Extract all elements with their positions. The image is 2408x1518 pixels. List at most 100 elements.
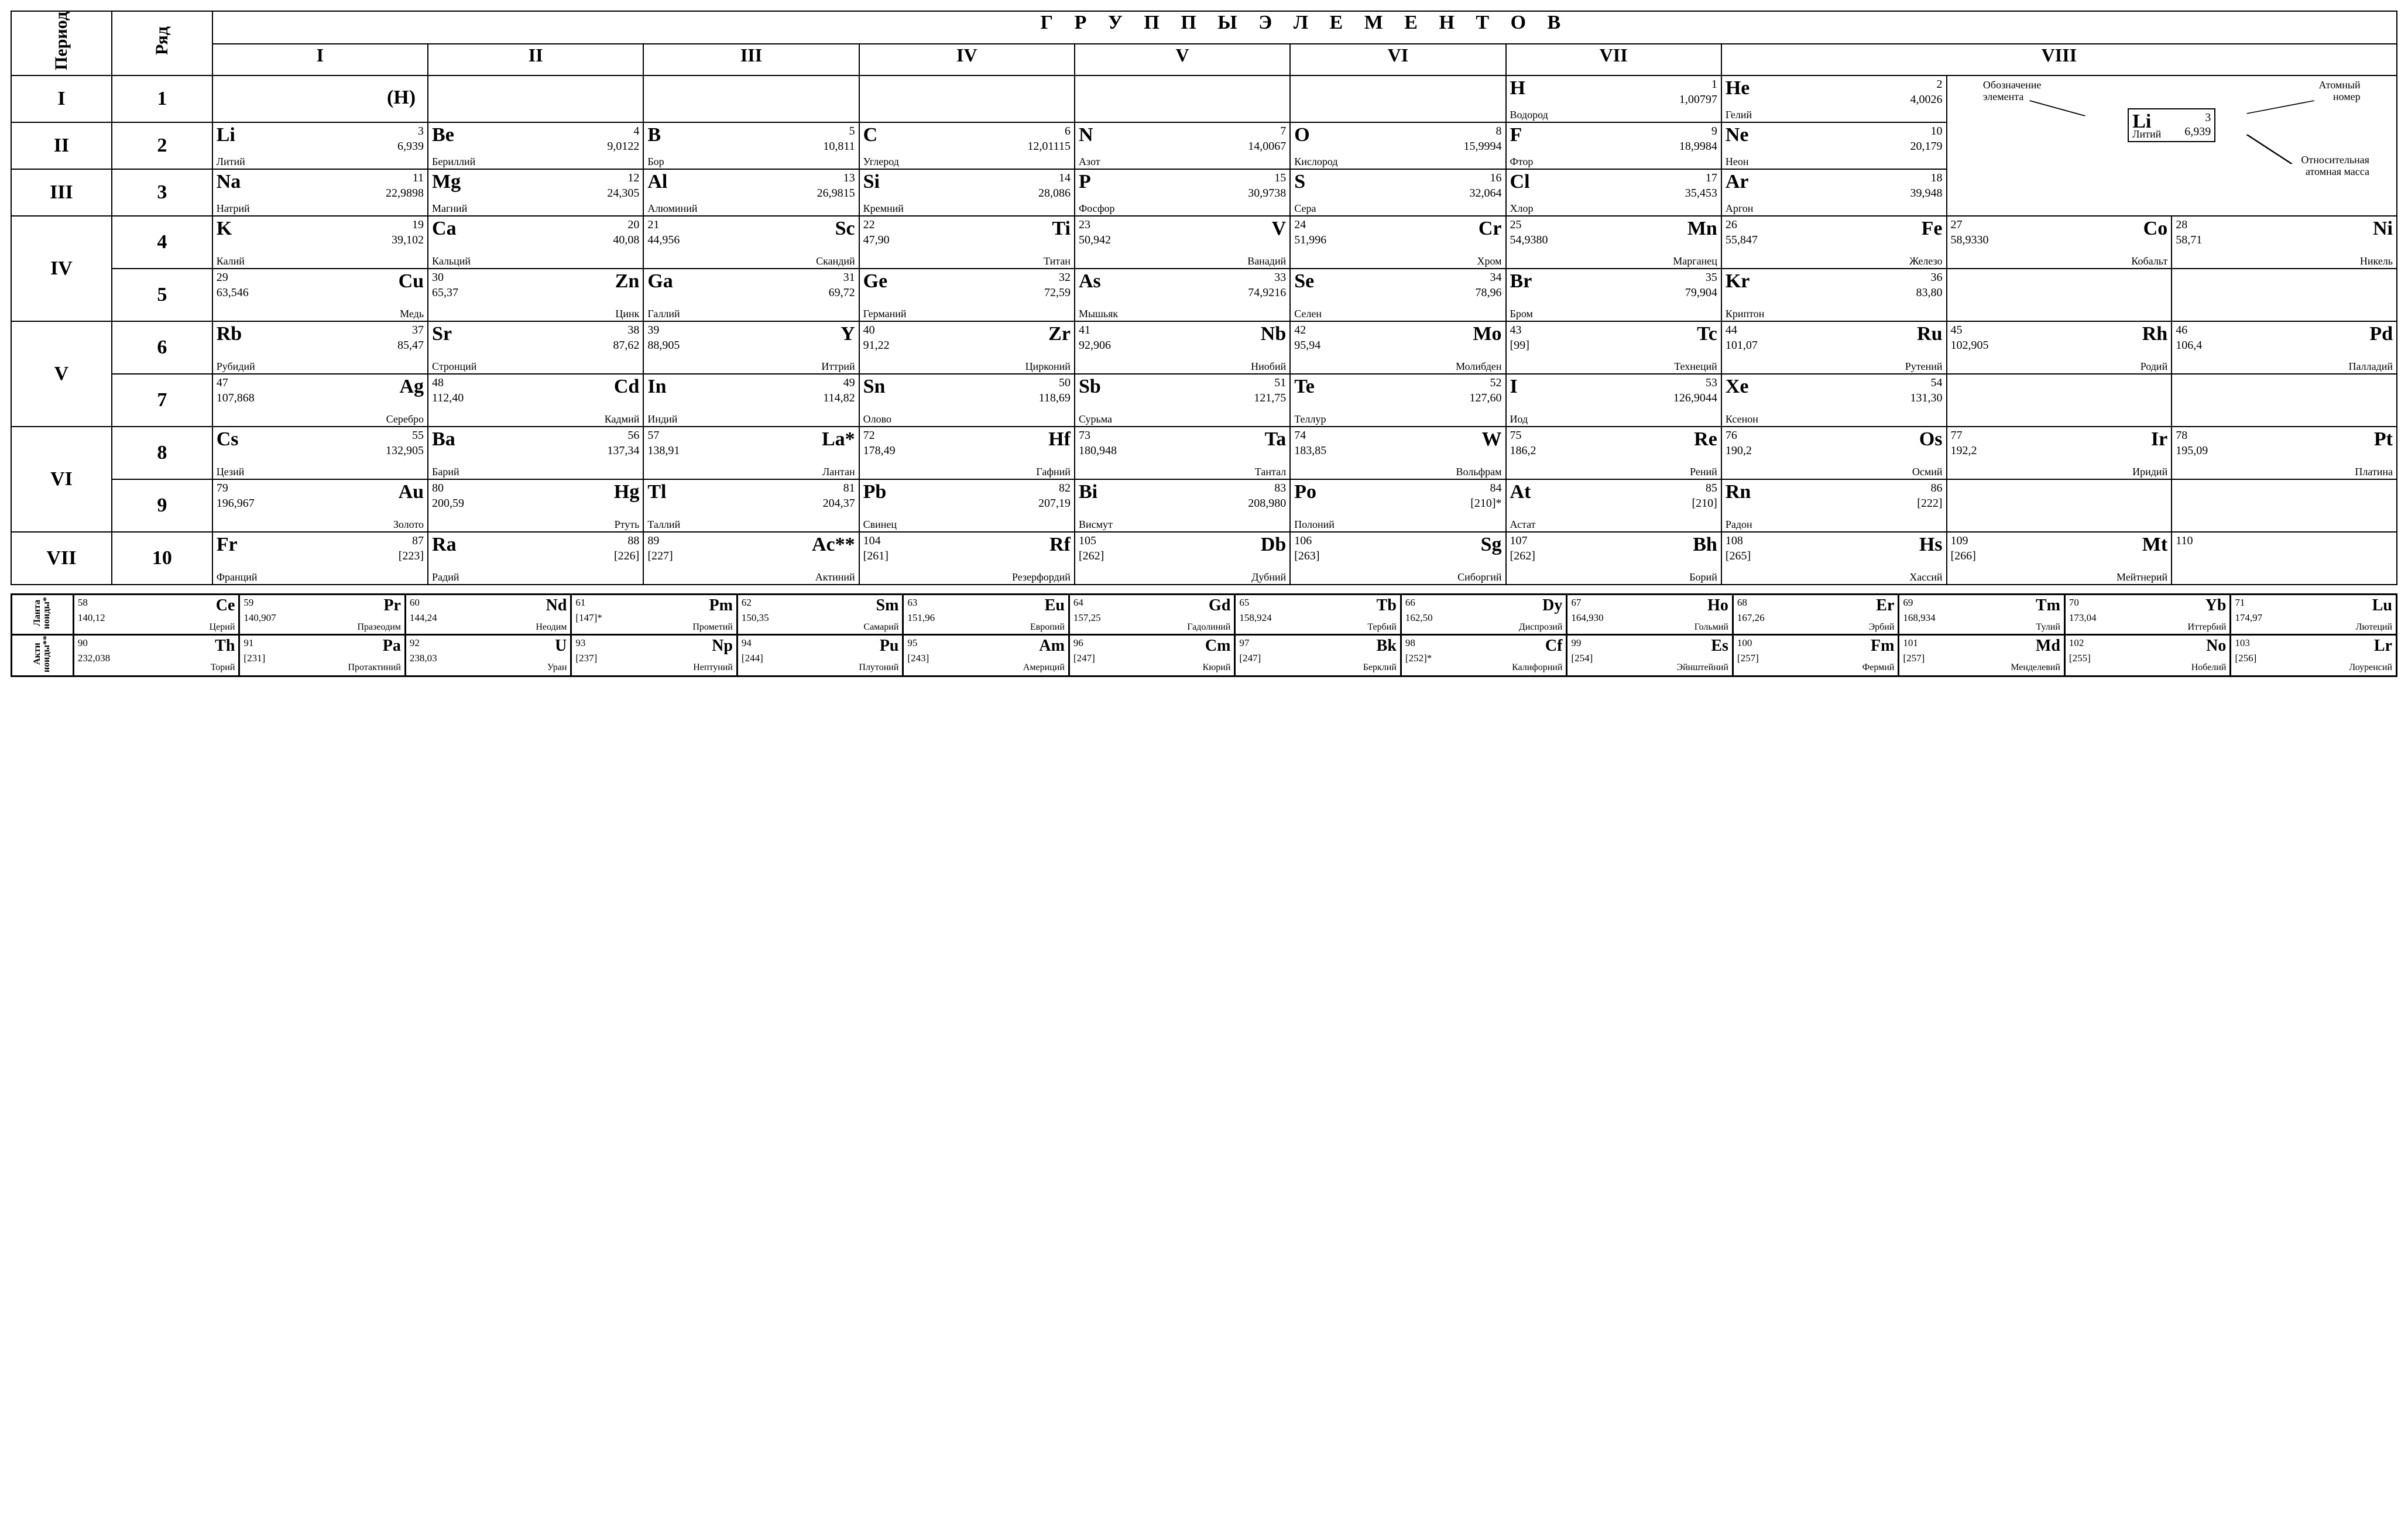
element-mass: [99] [1510, 339, 1529, 351]
element-symbol: Si [863, 172, 880, 192]
element-symbol: C [863, 125, 878, 145]
element-symbol: Cr [1479, 219, 1502, 239]
element-symbol: Co [2143, 219, 2168, 239]
element-symbol: Re [1694, 430, 1717, 449]
element-number: 23 [1079, 219, 1090, 231]
element-name: Нобелий [2191, 663, 2227, 672]
element-cell: 4192,906NbНиобий [1075, 321, 1290, 374]
element-number: 9 [1711, 125, 1717, 137]
element-mass: 35,453 [1685, 187, 1717, 199]
element-number: 89 [647, 535, 659, 547]
element-cell: 109[266]MtМейтнерий [1947, 532, 2172, 585]
element-name: Ксенон [1726, 414, 1758, 424]
header-period: Период [11, 11, 112, 75]
element-cell: Ba56137,34Барий [428, 427, 643, 479]
element-cell: 106[263]SgСиборгий [1290, 532, 1505, 585]
element-name: Радий [432, 572, 459, 582]
element-number: 51 [1274, 377, 1286, 389]
period-label: I [11, 75, 112, 122]
element-name: Лантан [822, 466, 855, 477]
element-number: 17 [1706, 172, 1717, 184]
element-symbol: K [217, 219, 232, 239]
element-number: 109 [1951, 535, 1968, 547]
element-mass: [262] [1510, 550, 1535, 562]
element-cell: Te52127,60Теллур [1290, 374, 1505, 427]
element-symbol: Ho [1707, 597, 1728, 614]
element-symbol: Mn [1687, 219, 1717, 239]
element-name: Фермий [1862, 663, 1895, 672]
element-mass: 63,546 [217, 287, 249, 298]
element-number: 74 [1294, 430, 1306, 441]
element-symbol: Tc [1697, 324, 1717, 344]
element-name: Бериллий [432, 156, 475, 167]
element-cell: 4295,94MoМолибден [1290, 321, 1505, 374]
element-cell: 72178,49HfГафний [859, 427, 1075, 479]
element-name: Прометий [692, 623, 733, 632]
element-cell: Mg1224,305Магний [428, 169, 643, 216]
element-cell: Po84[210]*Полоний [1290, 479, 1505, 532]
element-name: Золото [393, 519, 424, 530]
element-number: 72 [863, 430, 875, 441]
element-cell: Na1122,9898Натрий [212, 169, 428, 216]
element-name: Кальций [432, 256, 471, 266]
element-symbol: Rf [1049, 535, 1071, 555]
element-name: Радон [1726, 519, 1752, 530]
element-symbol: Au [399, 482, 424, 502]
element-mass: 88,905 [647, 339, 680, 351]
element-symbol: S [1294, 172, 1305, 192]
element-cell: Sr3887,62Стронций [428, 321, 643, 374]
element-name: Мейтнерий [2117, 572, 2167, 582]
element-number: 6 [1065, 125, 1071, 137]
element-mass: 14,0067 [1248, 140, 1286, 152]
element-number: 54 [1931, 377, 1943, 389]
element-symbol: Ce [216, 597, 235, 614]
element-name: Никель [2360, 256, 2393, 266]
element-name: Цирконий [1025, 361, 1071, 372]
element-number: 108 [1726, 535, 1743, 547]
element-cell [2172, 374, 2397, 427]
element-mass: 74,9216 [1248, 287, 1286, 298]
element-name: Барий [432, 466, 459, 477]
element-cell: 48112,40CdКадмий [428, 374, 643, 427]
element-name: Эрбий [1869, 623, 1895, 632]
element-symbol: Cm [1205, 638, 1231, 654]
fblock-row: Лантаноиды*58Ce140,12Церий59Pr140,907Пра… [12, 594, 2397, 634]
element-mass: 32,064 [1470, 187, 1502, 199]
element-cell [428, 75, 643, 122]
element-mass: 162,50 [1405, 613, 1433, 623]
element-name: Берклий [1363, 663, 1397, 672]
row-label: 9 [112, 479, 212, 532]
element-cell: Sb51121,75Сурьма [1075, 374, 1290, 427]
element-symbol: Li [217, 125, 235, 145]
element-number: 28 [2176, 219, 2187, 231]
element-cell: 58Ce140,12Церий [73, 594, 239, 634]
element-cell: Sn50118,69Олово [859, 374, 1075, 427]
element-cell: 110 [2172, 532, 2397, 585]
element-symbol: Ba [432, 430, 455, 449]
element-mass: 85,47 [397, 339, 424, 351]
element-mass: 238,03 [410, 653, 437, 663]
element-number: 104 [863, 535, 881, 547]
element-mass: 20,179 [1910, 140, 1943, 152]
element-name: Углерод [863, 156, 899, 167]
element-name: Мышьяк [1079, 308, 1118, 319]
element-number: 59 [243, 597, 253, 607]
element-cell: 2451,996CrХром [1290, 216, 1505, 269]
element-number: 103 [2235, 638, 2250, 648]
element-cell: 94Pu[244]Плутоний [737, 634, 903, 676]
element-symbol: B [647, 125, 661, 145]
element-symbol: Mg [432, 172, 461, 192]
element-mass: [226] [614, 550, 639, 562]
element-symbol: Na [217, 172, 241, 192]
element-cell: S1632,064Сера [1290, 169, 1505, 216]
element-number: 69 [1903, 597, 1913, 607]
element-name: Неон [1726, 156, 1749, 167]
element-symbol: Ti [1052, 219, 1071, 239]
element-mass: [256] [2235, 653, 2256, 663]
element-cell: Xe54131,30Ксенон [1721, 374, 1947, 427]
element-number: 105 [1079, 535, 1096, 547]
group-numbers-row: I II III IV V VI VII VIII [11, 44, 2397, 75]
element-mass: 102,905 [1951, 339, 1989, 351]
element-symbol: Sc [835, 219, 855, 239]
element-number: 4 [633, 125, 639, 137]
